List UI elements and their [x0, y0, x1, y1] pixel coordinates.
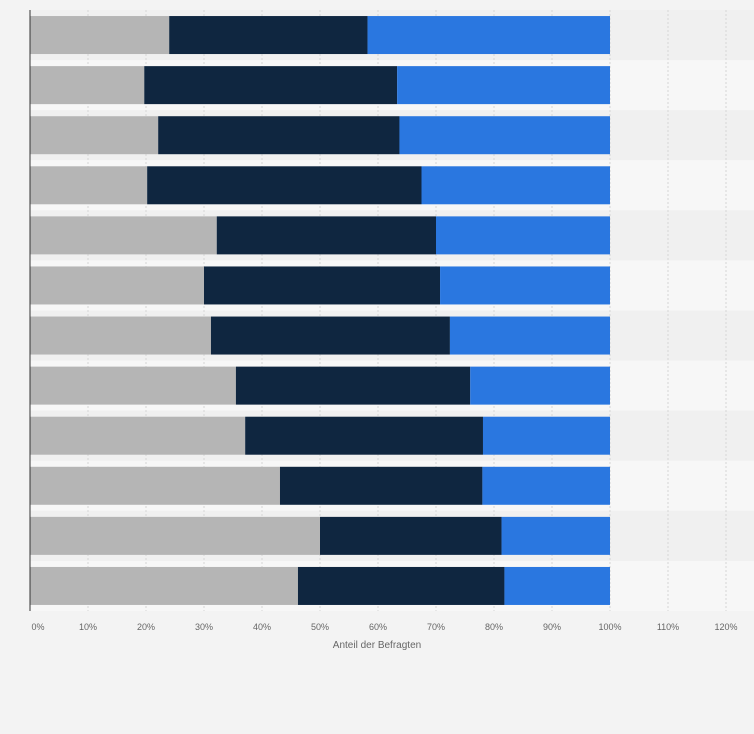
- x-tick-label: 10%: [79, 622, 97, 632]
- bar-segment-series-1: [30, 66, 145, 105]
- x-tick-label: 0%: [31, 622, 44, 632]
- bars: [30, 16, 610, 605]
- x-tick-label: 110%: [657, 622, 679, 632]
- bar-segment-series-3: [449, 316, 610, 355]
- bar-segment-series-3: [367, 16, 610, 55]
- bar-segment-series-2: [158, 116, 400, 155]
- bar-segment-series-3: [504, 566, 610, 605]
- bar-segment-series-3: [436, 216, 610, 255]
- bar-segment-series-1: [30, 116, 159, 155]
- x-tick-label: 30%: [195, 622, 213, 632]
- bar-segment-series-1: [30, 416, 246, 455]
- x-tick-label: 50%: [311, 622, 329, 632]
- bar-segment-series-2: [210, 316, 450, 355]
- bar-segment-series-3: [440, 266, 610, 305]
- bar-segment-series-1: [30, 466, 280, 505]
- x-tick-label: 20%: [137, 622, 155, 632]
- x-tick-label: 90%: [543, 622, 561, 632]
- x-tick-label: 80%: [485, 622, 503, 632]
- bar-segment-series-1: [30, 16, 170, 55]
- grid-lines: [87, 10, 727, 611]
- bar-segment-series-3: [482, 466, 610, 505]
- bar-segment-series-2: [279, 466, 483, 505]
- bar-segment-series-2: [320, 516, 502, 555]
- bar-segment-series-3: [399, 116, 610, 155]
- x-tick-label: 100%: [598, 622, 621, 632]
- bar-segment-series-1: [30, 366, 236, 405]
- x-tick-labels: 0% 10% 20% 30% 40% 50% 60% 70% 80% 90% 100% 110% 120…: [31, 622, 737, 632]
- bar-segment-series-3: [397, 66, 610, 105]
- bar-segment-series-2: [216, 216, 436, 255]
- bar-segment-series-1: [30, 166, 148, 205]
- bar-segment-series-3: [470, 366, 610, 405]
- bar-segment-series-2: [235, 366, 471, 405]
- bar-segment-series-3: [501, 516, 610, 555]
- x-tick-label: 40%: [253, 622, 271, 632]
- x-tick-label: 70%: [427, 622, 445, 632]
- bar-segment-series-1: [30, 316, 211, 355]
- bar-segment-series-2: [245, 416, 483, 455]
- bar-segment-series-2: [297, 566, 505, 605]
- bar-segment-series-2: [204, 266, 441, 305]
- bar-segment-series-3: [482, 416, 610, 455]
- x-tick-label: 60%: [369, 622, 387, 632]
- bar-segment-series-1: [30, 266, 204, 305]
- bar-segment-series-3: [421, 166, 610, 205]
- x-axis-label: Anteil der Befragten: [333, 640, 421, 651]
- bar-segment-series-2: [144, 66, 398, 105]
- bar-segment-series-1: [30, 216, 217, 255]
- bar-segment-series-2: [169, 16, 368, 55]
- bar-segment-series-2: [147, 166, 422, 205]
- bar-segment-series-1: [30, 516, 320, 555]
- x-tick-label: 120%: [714, 622, 737, 632]
- bar-segment-series-1: [30, 566, 298, 605]
